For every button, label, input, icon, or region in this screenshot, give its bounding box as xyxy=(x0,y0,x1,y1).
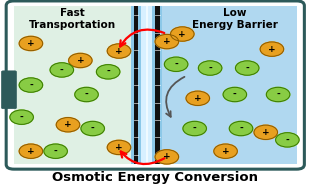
Circle shape xyxy=(10,110,33,124)
Circle shape xyxy=(276,133,299,147)
Circle shape xyxy=(75,87,98,102)
Text: -: - xyxy=(85,90,88,99)
Circle shape xyxy=(69,53,92,68)
Text: -: - xyxy=(54,147,57,156)
Circle shape xyxy=(254,125,277,139)
Text: -: - xyxy=(20,113,23,122)
Circle shape xyxy=(164,57,188,71)
Circle shape xyxy=(107,44,131,58)
Circle shape xyxy=(19,78,43,92)
Text: +: + xyxy=(27,147,35,156)
Text: +: + xyxy=(194,94,201,103)
Text: -: - xyxy=(239,124,243,133)
Text: -: - xyxy=(106,67,110,76)
Bar xyxy=(141,6,152,164)
Circle shape xyxy=(223,87,247,102)
Text: -: - xyxy=(91,124,95,133)
Text: +: + xyxy=(115,46,123,56)
Text: +: + xyxy=(163,37,171,46)
Circle shape xyxy=(183,121,206,136)
Text: -: - xyxy=(233,90,237,99)
Text: -: - xyxy=(276,90,280,99)
Circle shape xyxy=(260,42,284,56)
Text: +: + xyxy=(77,56,84,65)
Circle shape xyxy=(19,36,43,51)
Circle shape xyxy=(198,61,222,75)
Text: +: + xyxy=(115,143,123,152)
Text: +: + xyxy=(163,152,171,161)
Text: +: + xyxy=(268,45,276,54)
Text: Energy Barrier: Energy Barrier xyxy=(192,20,278,30)
Text: +: + xyxy=(64,120,72,129)
Text: -: - xyxy=(29,81,33,90)
Text: +: + xyxy=(179,29,186,39)
Circle shape xyxy=(229,121,253,136)
Text: -: - xyxy=(174,60,178,69)
Circle shape xyxy=(96,65,120,79)
Circle shape xyxy=(19,144,43,158)
Circle shape xyxy=(155,150,179,164)
FancyBboxPatch shape xyxy=(147,6,297,164)
Text: Fast: Fast xyxy=(60,8,85,18)
Circle shape xyxy=(214,144,237,158)
Text: +: + xyxy=(262,128,269,137)
FancyBboxPatch shape xyxy=(14,6,147,164)
Circle shape xyxy=(171,27,194,41)
Text: -: - xyxy=(286,135,289,144)
Text: Osmotic Energy Conversion: Osmotic Energy Conversion xyxy=(52,171,257,184)
Circle shape xyxy=(56,118,80,132)
Circle shape xyxy=(186,91,210,105)
Text: +: + xyxy=(27,39,35,48)
Circle shape xyxy=(81,121,104,136)
Text: -: - xyxy=(60,65,64,74)
Circle shape xyxy=(155,34,179,49)
Text: Transportation: Transportation xyxy=(29,20,116,30)
Circle shape xyxy=(235,61,259,75)
Text: -: - xyxy=(245,64,249,73)
Bar xyxy=(146,6,148,164)
Text: -: - xyxy=(208,64,212,73)
Text: +: + xyxy=(222,147,229,156)
Text: Low: Low xyxy=(223,8,247,18)
FancyBboxPatch shape xyxy=(2,71,16,109)
Circle shape xyxy=(50,63,74,77)
Circle shape xyxy=(266,87,290,102)
Bar xyxy=(134,6,138,164)
Text: -: - xyxy=(193,124,197,133)
Bar xyxy=(131,6,162,164)
Circle shape xyxy=(44,144,67,158)
Bar xyxy=(155,6,160,164)
Circle shape xyxy=(107,140,131,155)
